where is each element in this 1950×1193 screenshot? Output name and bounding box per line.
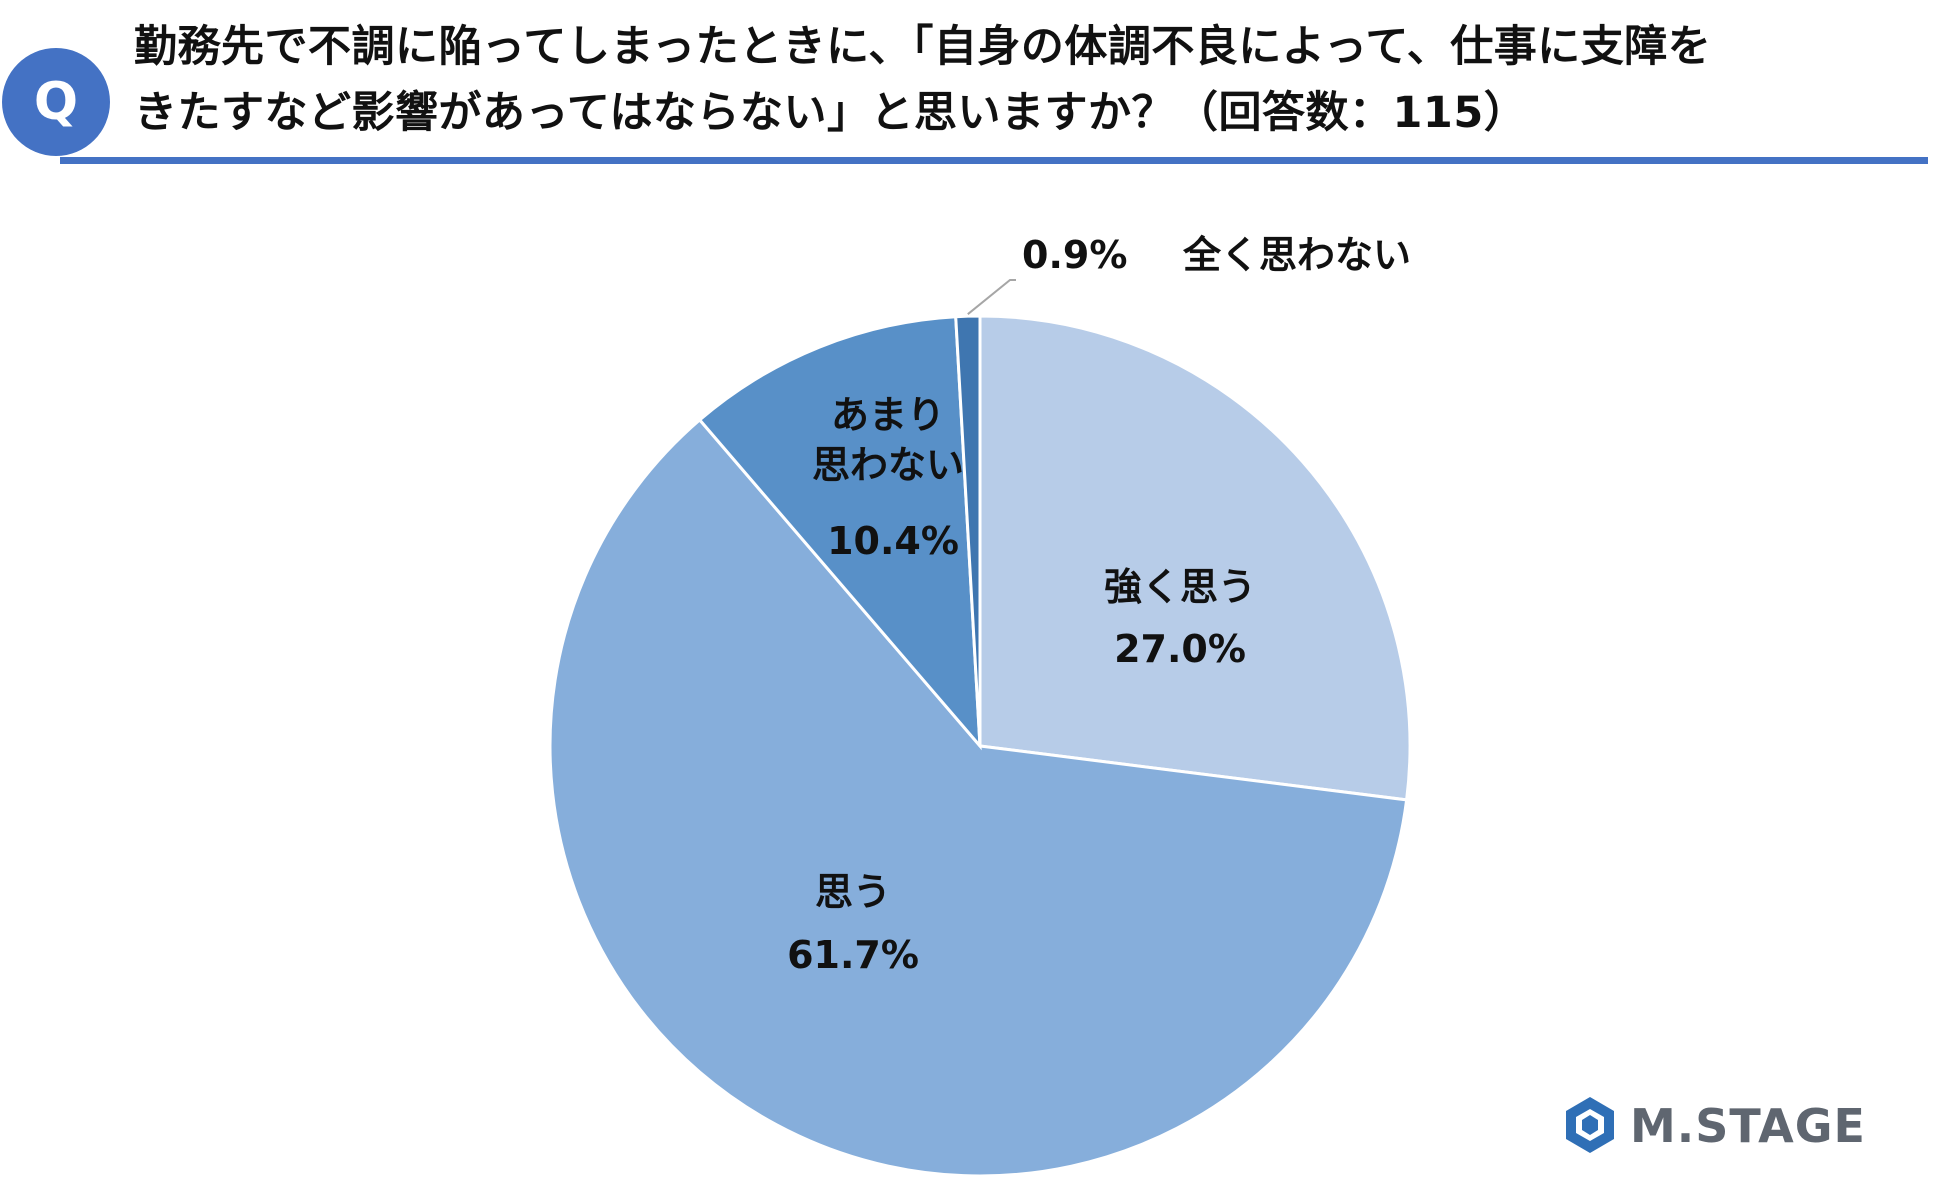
slice-label-4-line-1: 全く思わない: [1182, 233, 1411, 277]
question-title-line-2: きたすなど影響があってはならない」と思いますか？（回答数：115）: [134, 88, 1528, 138]
pie-slice-2: [548, 417, 1409, 1178]
question-badge: Q: [2, 48, 110, 156]
pie-slice-4: [954, 314, 982, 747]
pie-slices: [548, 314, 1412, 1178]
question-title: 勤務先で不調に陥ってしまったときに、「自身の体調不良によって、仕事に支障を きた…: [134, 14, 1924, 146]
slice-label-2-line-1: 思う: [815, 870, 891, 914]
question-title-line-1: 勤務先で不調に陥ってしまったときに、「自身の体調不良によって、仕事に支障を: [134, 22, 1712, 72]
slice-label-3-line-2: 思わない: [812, 443, 964, 487]
slice-value-label-2: 61.7%: [787, 933, 919, 977]
slice-label-3-line-1: あまり: [831, 393, 945, 437]
question-badge-letter: Q: [33, 72, 79, 132]
pie-slice-3: [697, 315, 982, 751]
brand-logo-text: M.STAGE: [1630, 1099, 1866, 1153]
slice-value-label-4: 0.9%: [1022, 233, 1127, 277]
slice-label-1-line-1: 強く思う: [1104, 565, 1256, 609]
pie-slice-1: [978, 314, 1412, 802]
leader-line-4: [967, 279, 1016, 315]
header-divider: [60, 157, 1928, 164]
slice-value-label-3: 10.4%: [827, 519, 959, 563]
slice-value-label-1: 27.0%: [1114, 627, 1246, 671]
brand-logo: M.STAGE: [1560, 1095, 1865, 1159]
question-header: Q 勤務先で不調に陥ってしまったときに、「自身の体調不良によって、仕事に支障を …: [0, 0, 1950, 170]
hexagon-logo-icon: [1566, 1097, 1614, 1153]
